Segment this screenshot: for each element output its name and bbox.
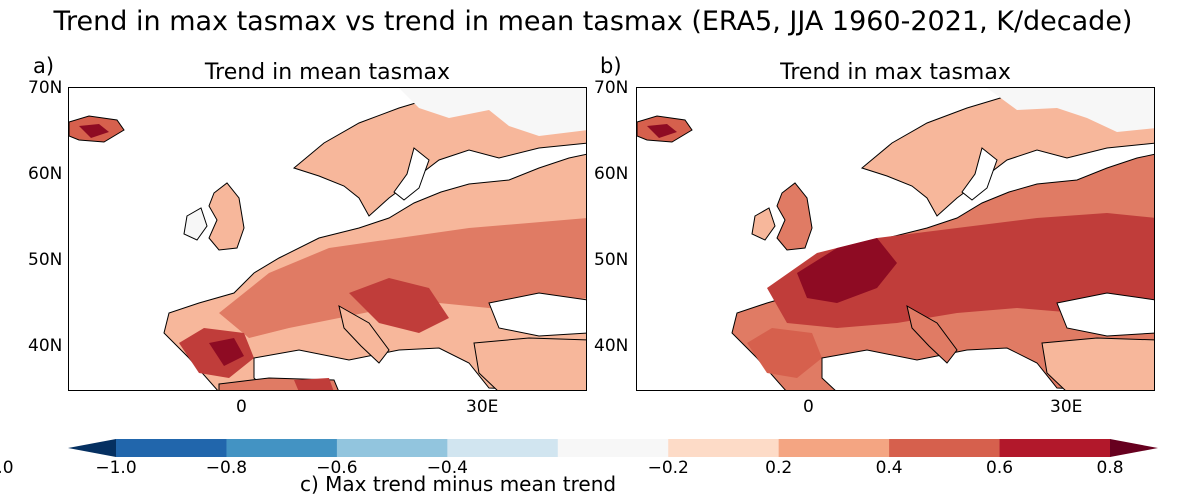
france-dark-b: [797, 238, 897, 303]
band-medium-a: [219, 218, 586, 338]
panel-a-title: Trend in mean tasmax: [204, 60, 451, 85]
lat-tick-60n-b: 60N: [594, 164, 629, 184]
colorbar-tick-label: 0.4: [875, 458, 903, 478]
colorbar-segment: [668, 439, 780, 457]
colorbar-tick-label: −0.6: [316, 458, 358, 478]
lon-tick-0-a: 0: [236, 397, 247, 417]
lat-tick-50n-b: 50N: [594, 250, 629, 270]
iberia-medium-b: [747, 328, 822, 378]
britain-b: [776, 182, 813, 251]
lon-tick-30e-a: 30E: [466, 397, 499, 417]
lat-tick-70n-a: 70N: [28, 78, 63, 98]
colorbar-segment: [889, 439, 1001, 457]
colorbar-segment: [999, 439, 1111, 457]
ireland-b: [751, 207, 776, 241]
iceland-core-b: [647, 124, 677, 138]
colorbar-tick-label: 0.2: [765, 458, 793, 478]
italy-a: [338, 305, 390, 364]
colorbar-extend-low: [68, 439, 116, 457]
ireland-a: [183, 207, 208, 241]
panel-b-label: b): [600, 54, 622, 78]
lat-tick-70n-b: 70N: [594, 78, 629, 98]
colorbar-segment: [447, 439, 559, 457]
map-panel-a: [68, 87, 587, 391]
colorbar-segment: [226, 439, 338, 457]
colorbar-segment: [778, 439, 890, 457]
colorbar: [68, 439, 1158, 457]
iberia-dark-a: [209, 338, 244, 366]
figure-title: Trend in max tasmax vs trend in mean tas…: [53, 6, 1133, 37]
map-panel-b: [636, 87, 1155, 391]
colorbar-tick-label: −0.2: [647, 458, 689, 478]
colorbar-tick-label: 0.6: [986, 458, 1014, 478]
britain-a: [208, 182, 245, 251]
colorbar-tick-label: 1.0: [0, 458, 14, 478]
black-sea-a: [488, 292, 586, 337]
lat-tick-60n-a: 60N: [28, 164, 63, 184]
lat-tick-40n-b: 40N: [594, 336, 629, 356]
panel-b-title: Trend in max tasmax: [780, 60, 1011, 85]
lat-tick-40n-a: 40N: [28, 336, 63, 356]
arctic-white-a: [399, 88, 586, 136]
lon-tick-0-b: 0: [803, 397, 814, 417]
turkey-a: [473, 337, 586, 390]
colorbar-extend-high: [1110, 439, 1158, 457]
colorbar-tick-label: −1.0: [95, 458, 137, 478]
colorbar-tick-label: −0.8: [205, 458, 248, 478]
arctic-white-b: [987, 88, 1154, 132]
black-sea-b: [1056, 292, 1154, 337]
turkey-b: [1041, 337, 1154, 390]
italy-b: [906, 305, 958, 364]
panel-c-caption-cutoff: c) Max trend minus mean trend: [300, 472, 617, 496]
map-b-canvas: [637, 88, 1154, 390]
band-strong-a: [349, 278, 449, 333]
colorbar-segment: [557, 439, 669, 457]
colorbar-segment: [116, 439, 227, 457]
lon-tick-30e-b: 30E: [1050, 397, 1083, 417]
baltic-sea-a: [393, 147, 430, 201]
lat-tick-50n-a: 50N: [28, 250, 63, 270]
scandinavia-b: [860, 88, 1154, 217]
colorbar-tick-label: −0.4: [426, 458, 468, 478]
map-a-canvas: [69, 88, 586, 390]
africa-strong-a: [294, 378, 334, 390]
iceland-core-a: [79, 124, 109, 138]
colorbar-segment: [336, 439, 448, 457]
mediterranean-b: [821, 347, 1119, 390]
colorbar-tick-label: 0.8: [1096, 458, 1124, 478]
baltic-sea-b: [961, 147, 998, 201]
panel-a-label: a): [33, 54, 55, 78]
